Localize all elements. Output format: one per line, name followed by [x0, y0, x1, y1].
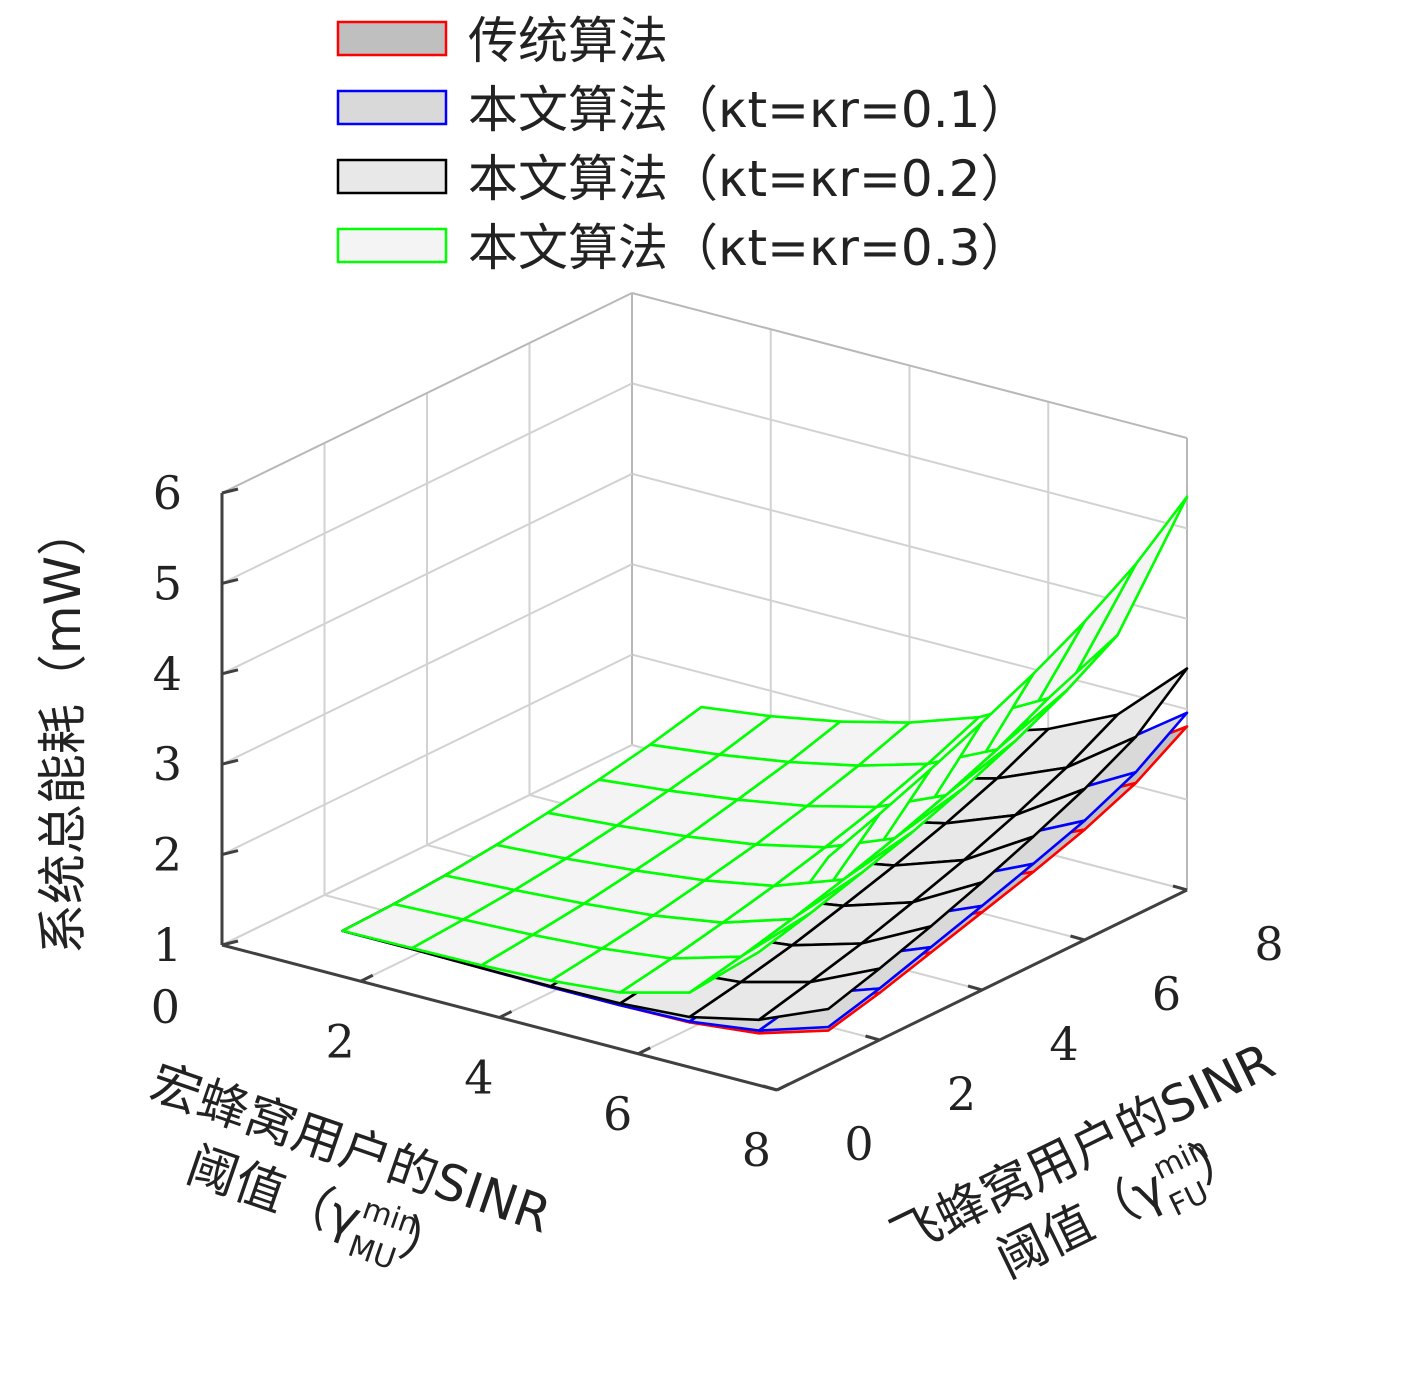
surface-series-3 — [341, 495, 1189, 994]
left-wall-gridline — [221, 382, 633, 585]
legend-label: 传统算法 — [468, 12, 668, 70]
x-tick-label: 6 — [603, 1087, 632, 1141]
back-wall-gridline — [631, 563, 1188, 711]
y-tick-label: 2 — [947, 1067, 976, 1121]
x-tick-label: 4 — [464, 1051, 493, 1105]
y-tick-label: 4 — [1049, 1017, 1078, 1071]
legend-label: 本文算法（κt=κr=0.1） — [468, 81, 1030, 139]
x-tick-mark — [360, 973, 374, 983]
y-tick-mark — [865, 1034, 880, 1042]
back-wall-gridline — [631, 382, 1188, 530]
x-tick-mark — [637, 1046, 651, 1056]
y-tick-label: 0 — [844, 1117, 873, 1171]
z-tick-label: 4 — [153, 647, 182, 701]
left-wall-gridline — [221, 472, 633, 675]
z-tick-mark — [221, 939, 239, 947]
y-tick-label: 6 — [1152, 967, 1181, 1021]
left-wall-gridline — [221, 563, 633, 766]
x-tick-mark — [498, 1010, 513, 1019]
x-tick-label: 0 — [151, 980, 180, 1034]
x-tick-label: 8 — [742, 1123, 771, 1177]
tick-labels: 1 2 3 4 5 6 0 2 4 6 8 0 2 4 6 8 — [151, 466, 1284, 1177]
left-wall-gridline — [221, 653, 633, 856]
y-tick-mark — [1070, 934, 1085, 942]
legend-swatch — [336, 20, 448, 57]
surfaces — [341, 495, 1189, 1035]
z-tick-mark — [221, 758, 239, 766]
legend-swatch — [336, 158, 448, 195]
z-tick-mark — [221, 849, 239, 857]
z-tick-mark — [221, 577, 239, 585]
z-tick-label: 6 — [153, 466, 182, 520]
legend-label: 本文算法（κt=κr=0.2） — [468, 150, 1030, 208]
z-tick-mark — [221, 487, 239, 495]
y-tick-mark — [967, 984, 983, 992]
z-tick-mark — [221, 668, 239, 676]
x-tick-label: 2 — [325, 1014, 354, 1068]
surface-patch — [341, 902, 465, 950]
z-tick-label: 5 — [153, 556, 182, 610]
z-tick-label: 2 — [153, 828, 182, 882]
axes — [220, 487, 1188, 1092]
surface-patch — [1065, 495, 1189, 693]
y-tick-mark — [1172, 884, 1188, 892]
back-wall-gridline — [631, 292, 1188, 439]
y-tick-mark — [762, 1084, 778, 1092]
y-tick-label: 8 — [1254, 917, 1283, 971]
z-axis-label-text: 系统总能耗（mW） — [34, 506, 92, 954]
z-tick-label: 3 — [153, 737, 182, 791]
left-wall-gridline — [221, 292, 633, 494]
z-tick-label: 1 — [153, 918, 182, 972]
x-tick-mark — [776, 1082, 790, 1092]
legend-swatch — [336, 89, 448, 126]
legend-label: 本文算法（κt=κr=0.3） — [468, 219, 1030, 277]
z-axis-label: 系统总能耗（mW） — [34, 506, 92, 954]
legend-swatch — [336, 227, 448, 264]
back-wall-gridline — [631, 472, 1188, 620]
